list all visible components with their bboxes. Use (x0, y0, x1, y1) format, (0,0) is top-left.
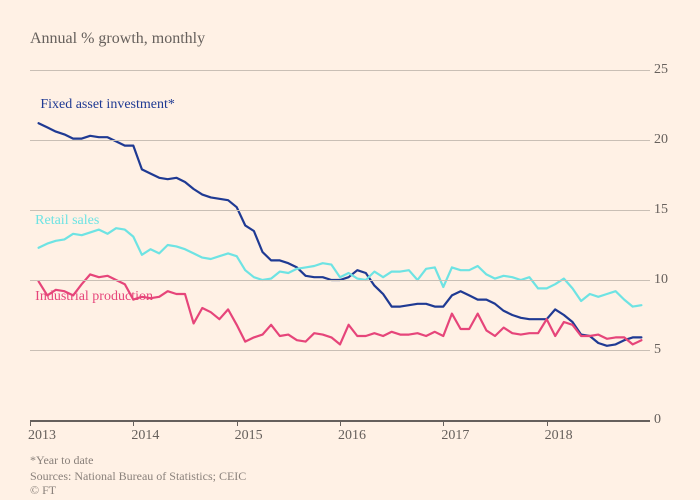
y-tick-label: 5 (654, 342, 682, 358)
x-tick-mark (237, 420, 238, 426)
x-tick-mark (133, 420, 134, 426)
x-tick-mark (340, 420, 341, 426)
gridline (30, 140, 650, 141)
copyright: © FT (30, 483, 56, 498)
series-label: Retail sales (35, 213, 99, 229)
y-tick-label: 25 (654, 62, 682, 78)
x-tick-mark (30, 420, 31, 426)
series-label: Industrial production (35, 289, 153, 305)
footnote: *Year to date (30, 453, 93, 468)
gridline (30, 350, 650, 351)
line-series-svg (30, 70, 650, 420)
x-tick-mark (547, 420, 548, 426)
sources: Sources: National Bureau of Statistics; … (30, 469, 246, 484)
plot-area: 0510152025201320142015201620172018Fixed … (30, 70, 650, 420)
x-tick-label: 2017 (441, 428, 469, 444)
gridline (30, 70, 650, 71)
x-tick-label: 2013 (28, 428, 56, 444)
y-tick-label: 15 (654, 202, 682, 218)
gridline (30, 280, 650, 281)
x-tick-label: 2016 (338, 428, 366, 444)
y-tick-label: 20 (654, 132, 682, 148)
x-tick-label: 2018 (545, 428, 573, 444)
x-tick-label: 2015 (235, 428, 263, 444)
chart-container: Annual % growth, monthly 051015202520132… (0, 0, 700, 500)
chart-subtitle: Annual % growth, monthly (30, 30, 205, 48)
series-label: Fixed asset investment* (40, 97, 175, 113)
y-tick-label: 10 (654, 272, 682, 288)
gridline (30, 210, 650, 211)
x-tick-mark (443, 420, 444, 426)
x-tick-label: 2014 (131, 428, 159, 444)
y-tick-label: 0 (654, 412, 682, 428)
series-line (39, 274, 642, 344)
